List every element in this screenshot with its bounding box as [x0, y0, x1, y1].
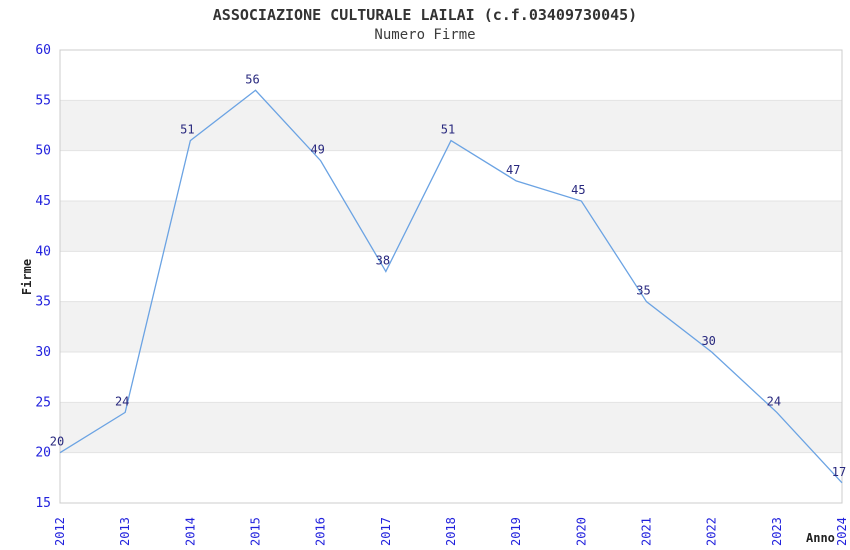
- x-tick-label: 2014: [183, 517, 197, 546]
- y-tick-label: 55: [35, 93, 51, 108]
- y-tick-label: 35: [35, 295, 51, 310]
- point-label: 47: [506, 163, 520, 177]
- x-axis-title: Anno: [806, 531, 835, 545]
- y-tick-label: 40: [35, 244, 51, 259]
- point-label: 51: [180, 123, 194, 137]
- y-tick-label: 45: [35, 194, 51, 209]
- x-tick-label: 2022: [705, 517, 719, 546]
- plot-band: [60, 301, 842, 352]
- point-label: 56: [245, 72, 259, 86]
- chart-title: ASSOCIAZIONE CULTURALE LAILAI (c.f.03409…: [212, 6, 638, 24]
- plot-band: [60, 402, 842, 453]
- point-label: 35: [636, 284, 650, 298]
- x-tick-label: 2018: [444, 517, 458, 546]
- x-tick-label: 2021: [640, 517, 654, 546]
- data-line: [59, 89, 843, 484]
- y-tick-label: 50: [35, 144, 51, 159]
- point-label: 51: [441, 123, 455, 137]
- point-label: 49: [310, 143, 324, 157]
- plot-band: [60, 201, 842, 252]
- x-tick-label: 2013: [118, 517, 132, 546]
- x-tick-label: 2016: [314, 517, 328, 546]
- point-label: 24: [115, 394, 129, 408]
- point-label: 38: [376, 253, 390, 267]
- x-tick-label: 2017: [379, 517, 393, 546]
- plot-band: [60, 452, 842, 503]
- y-tick-label: 15: [35, 496, 51, 511]
- y-tick-label: 25: [35, 395, 51, 410]
- x-tick-label: 2020: [574, 517, 588, 546]
- point-label: 24: [767, 394, 781, 408]
- plot-border: [59, 49, 843, 504]
- point-label: 17: [832, 465, 846, 479]
- x-tick-label: 2015: [249, 517, 263, 546]
- point-label: 45: [571, 183, 585, 197]
- chart-subtitle: Numero Firme: [374, 27, 476, 43]
- plot-band: [60, 352, 842, 403]
- point-label: 20: [50, 435, 64, 449]
- plot-band: [60, 50, 842, 101]
- y-tick-label: 60: [35, 43, 51, 58]
- x-tick-label: 2023: [770, 517, 784, 546]
- x-tick-label: 2012: [53, 517, 67, 546]
- plot-band: [60, 251, 842, 302]
- x-tick-label: 2019: [509, 517, 523, 546]
- plot-band: [60, 150, 842, 201]
- point-label: 30: [701, 334, 715, 348]
- y-tick-label: 20: [35, 446, 51, 461]
- x-tick-label: 2024: [835, 517, 849, 546]
- y-tick-label: 30: [35, 345, 51, 360]
